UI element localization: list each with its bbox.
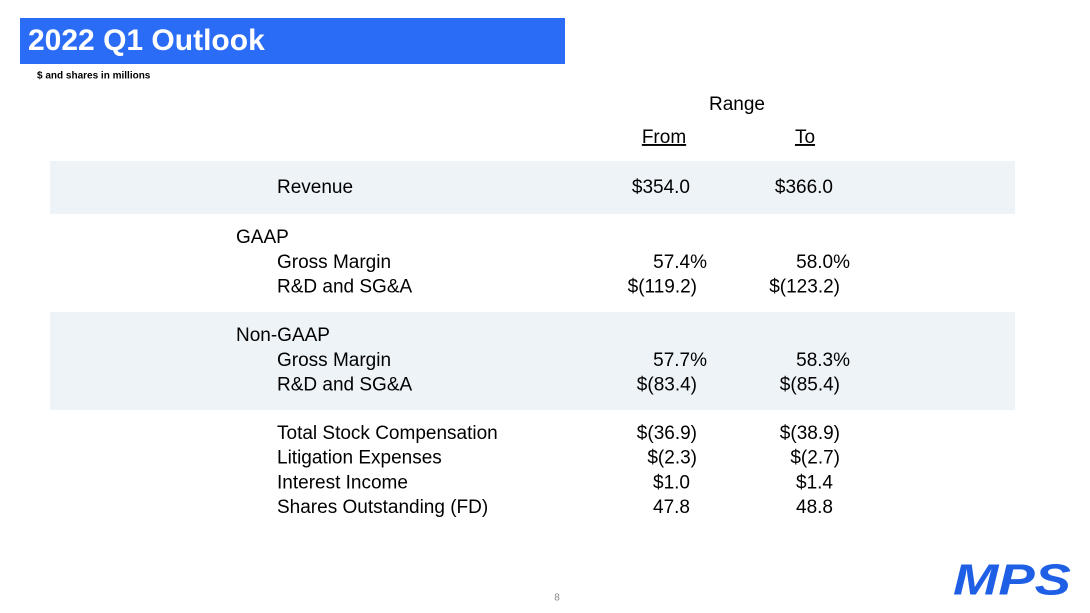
cell-value: $(123.2) <box>769 277 840 298</box>
range-label: Range <box>709 94 765 115</box>
cell-value: $354.0 <box>632 177 690 198</box>
title-bar <box>20 18 565 64</box>
cell-value: $(85.4) <box>780 375 840 396</box>
cell-value: $(119.2) <box>628 277 697 298</box>
band <box>50 161 1015 214</box>
title: 2022 Q1 Outlook <box>28 24 265 57</box>
row-label: Total Stock Compensation <box>277 423 498 444</box>
row-label: Litigation Expenses <box>277 448 442 469</box>
subtitle: $ and shares in millions <box>37 71 151 82</box>
section-heading: GAAP <box>236 227 289 248</box>
page-number: 8 <box>554 593 560 604</box>
cell-value: $(83.4) <box>637 375 697 396</box>
row-label: R&D and SG&A <box>277 277 412 298</box>
cell-value: 57.7% <box>653 350 707 371</box>
cell-value: $1.0 <box>653 472 690 493</box>
row-label: Gross Margin <box>277 350 391 371</box>
column-header: To <box>795 127 815 148</box>
cell-value: $(2.3) <box>647 448 697 469</box>
logo: MPS <box>953 556 1071 605</box>
cell-value: $1.4 <box>796 472 833 493</box>
row-label: Shares Outstanding (FD) <box>277 497 488 518</box>
cell-value: 57.4% <box>653 252 707 273</box>
cell-value: $366.0 <box>775 177 833 198</box>
cell-value: 48.8 <box>796 497 833 518</box>
cell-value: $(36.9) <box>637 423 697 444</box>
section-heading: Non-GAAP <box>236 325 330 346</box>
cell-value: 58.3% <box>796 350 850 371</box>
band <box>50 312 1015 410</box>
row-label: Gross Margin <box>277 252 391 273</box>
column-header: From <box>642 127 686 148</box>
cell-value: 58.0% <box>796 252 850 273</box>
cell-value: 47.8 <box>653 497 690 518</box>
row-label: Interest Income <box>277 472 408 493</box>
cell-value: $(2.7) <box>790 448 840 469</box>
row-label: Revenue <box>277 177 353 198</box>
row-label: R&D and SG&A <box>277 375 412 396</box>
cell-value: $(38.9) <box>780 423 840 444</box>
